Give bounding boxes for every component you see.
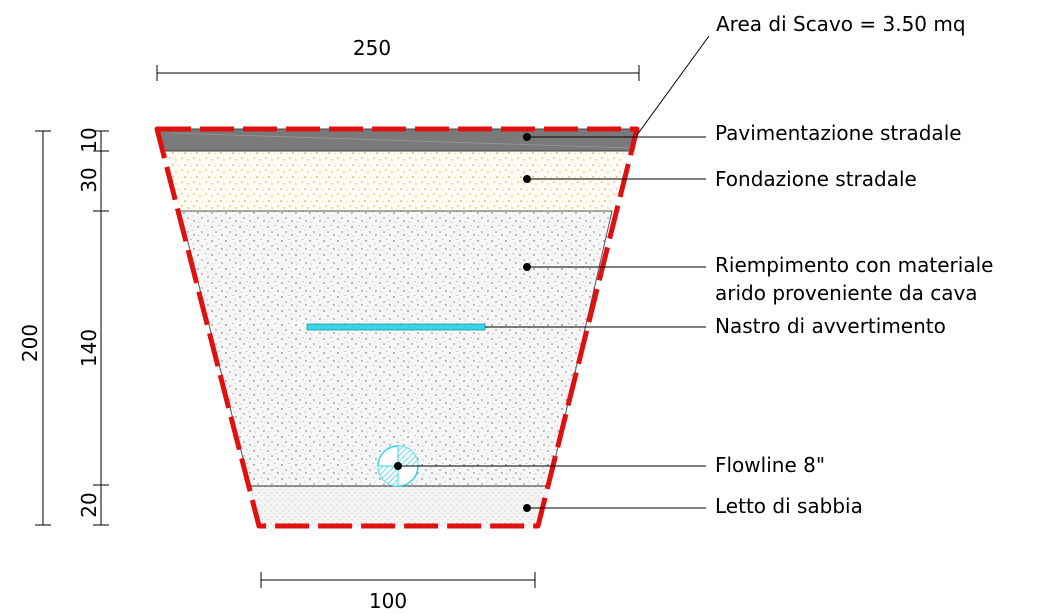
pipe-callout: Flowline 8" <box>394 453 825 477</box>
fill-height-label: 140 <box>77 329 101 367</box>
area-label: Area di Scavo = 3.50 mq <box>716 12 966 36</box>
pavement-callout: Pavimentazione stradale <box>523 121 962 145</box>
bottom-width-dimension: 100 <box>260 572 536 613</box>
sand-bed-callout: Letto di sabbia <box>523 494 863 518</box>
fill-callout: Riempimento con materiale arido provenie… <box>523 253 993 305</box>
top-width-label: 250 <box>353 36 391 60</box>
pavement-label: Pavimentazione stradale <box>715 121 962 145</box>
pavement-height-label: 10 <box>77 127 101 152</box>
warning-tape-label: Nastro di avvertimento <box>715 314 946 338</box>
foundation-callout: Fondazione stradale <box>523 167 917 191</box>
warning-tape-callout: Nastro di avvertimento <box>485 314 946 338</box>
total-height-dimension: 200 <box>18 130 51 526</box>
sand-bed-label: Letto di sabbia <box>715 494 863 518</box>
total-height-label: 200 <box>18 324 42 362</box>
fill-layer <box>179 210 613 487</box>
sand-bed-layer <box>250 486 549 526</box>
foundation-layer <box>165 151 626 211</box>
excavation-outline <box>154 126 640 529</box>
sand-height-label: 20 <box>77 492 101 517</box>
fill-label-line2: arido proveniente da cava <box>715 281 978 305</box>
foundation-label: Fondazione stradale <box>715 167 917 191</box>
pavement-layer <box>156 128 638 152</box>
top-width-dimension: 250 <box>156 36 640 81</box>
foundation-height-label: 30 <box>77 167 101 192</box>
bottom-width-label: 100 <box>369 589 407 613</box>
area-callout: Area di Scavo = 3.50 mq <box>636 12 966 136</box>
pipe-label: Flowline 8" <box>715 453 825 477</box>
warning-tape <box>306 323 486 331</box>
fill-label-line1: Riempimento con materiale <box>715 253 993 277</box>
layer-heights-dimension: 10 30 140 20 <box>77 127 109 526</box>
